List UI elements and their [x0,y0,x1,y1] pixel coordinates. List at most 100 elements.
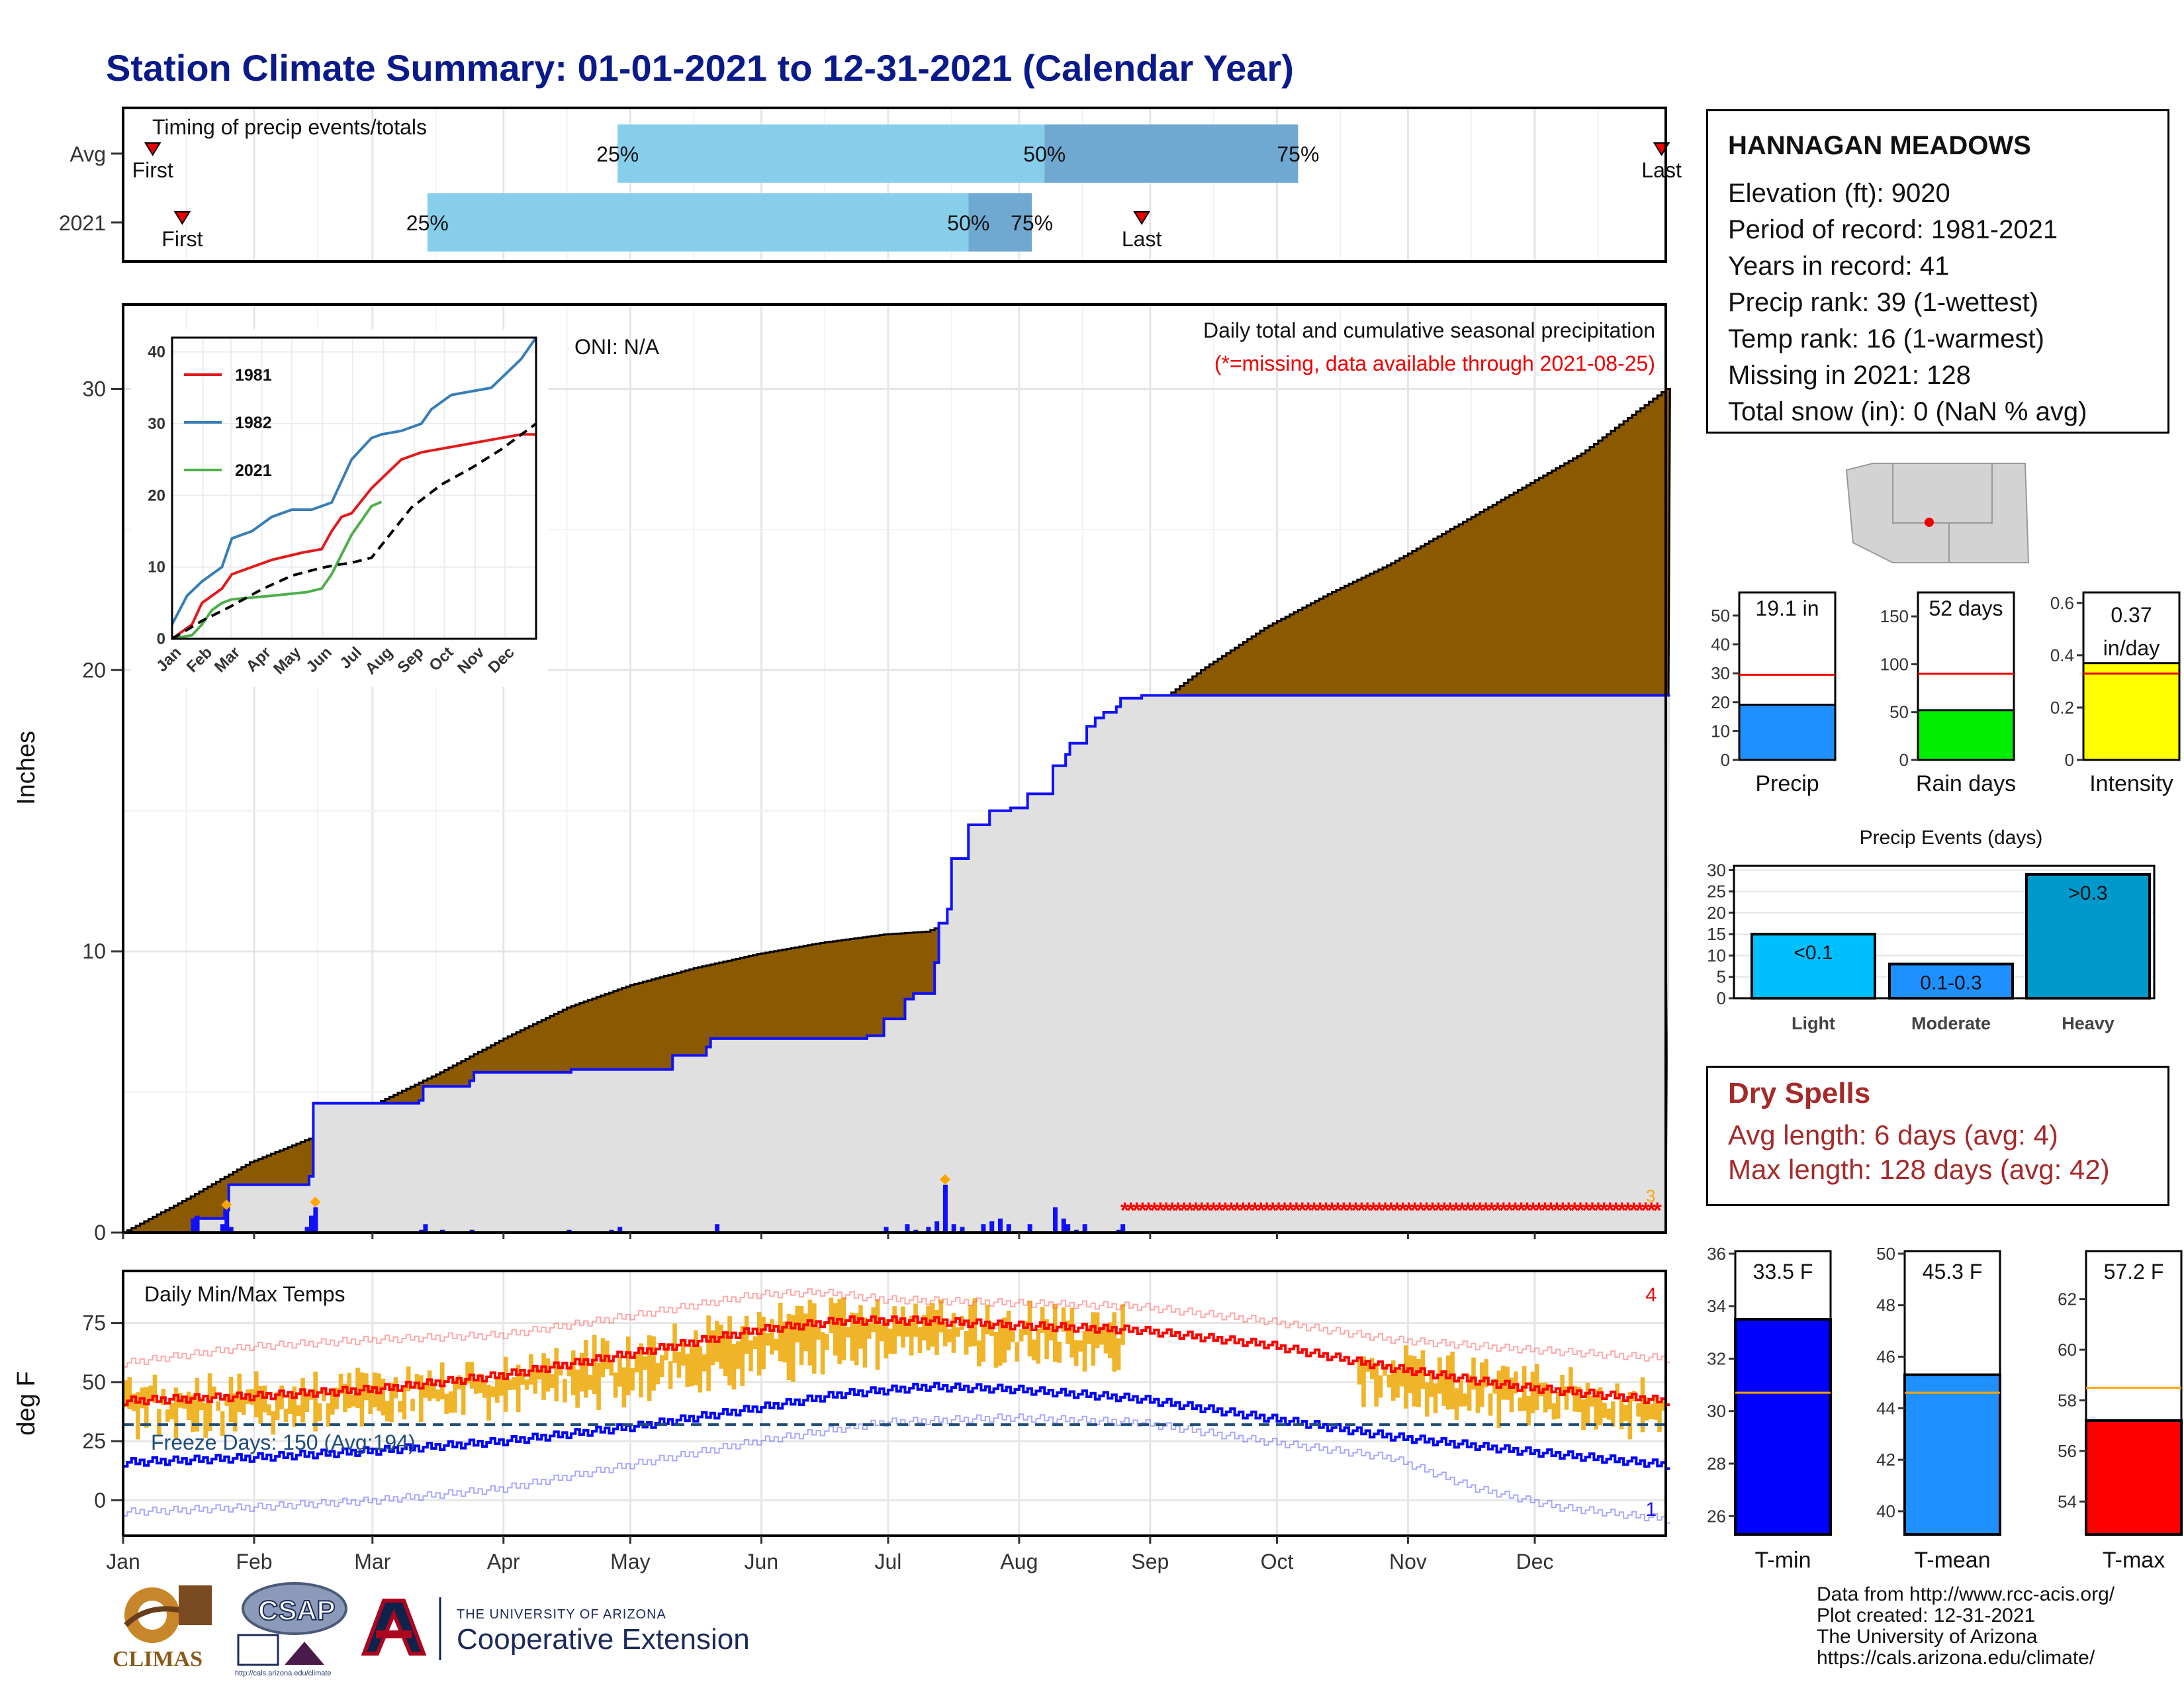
daily-temp-bar [977,1340,981,1367]
station-years: Years in record: 41 [1728,252,1950,281]
inset-ytick-label: 10 [148,559,165,577]
daily-temp-bar [288,1394,293,1415]
daily-temp-bar [165,1409,170,1422]
missing-day-marker: * [1547,1198,1556,1223]
daily-temp-bar [710,1330,715,1366]
missing-day-marker: * [1268,1198,1277,1223]
tsum-ytick-label: 48 [1876,1295,1895,1315]
totals-ytick-label: 0.4 [2050,645,2074,665]
daily-temp-bar [1463,1393,1468,1407]
missing-day-marker: * [1251,1198,1260,1223]
totals-bar-label: Precip [1755,771,1819,796]
precip-events-category: Moderate [1911,1013,1991,1033]
daily-temp-bar [820,1332,825,1375]
month-xtick-label: Dec [1516,1550,1554,1573]
precip-events-ytick-label: 10 [1707,945,1726,965]
csap-logo: CSAP http://cals.arizona.edu/climate [235,1582,347,1677]
daily-temp-bar [1530,1372,1535,1413]
daily-temp-bar [985,1304,990,1335]
timing-label-75: 75% [1011,211,1053,235]
missing-day-marker: * [1529,1198,1538,1223]
timing-label-25: 25% [406,211,449,235]
daily-temp-bar [389,1382,394,1423]
missing-day-marker: * [1304,1198,1313,1223]
daily-temp-bar [1645,1397,1649,1421]
totals-ytick-label: 50 [1711,606,1730,626]
daily-temp-bar [1572,1385,1578,1412]
daily-temp-bar [1416,1359,1421,1407]
missing-day-marker: * [1600,1198,1609,1223]
daily-temp-bar [334,1387,339,1409]
tsum-ytick-label: 46 [1876,1347,1895,1367]
daily-temp-bar [1500,1366,1506,1400]
daily-temp-bar [414,1374,420,1389]
daily-temp-bar [1095,1312,1100,1348]
daily-temp-bar [731,1343,737,1390]
inset-ytick-label: 40 [148,344,165,361]
missing-day-marker: * [1120,1198,1130,1223]
station-missing: Missing in 2021: 128 [1728,361,1971,390]
daily-temp-bar [951,1313,956,1353]
daily-temp-bar [579,1353,584,1392]
daily-temp-bar [799,1305,804,1365]
daily-precip-bar [884,1227,889,1233]
inset-legend-label: 1981 [235,366,272,385]
missing-day-marker: * [1606,1198,1615,1223]
daily-temp-bar [169,1403,174,1420]
daily-temp-bar [807,1299,813,1366]
precip-events-bar-label: >0.3 [2068,882,2107,904]
daily-temp-bar [1019,1329,1024,1342]
missing-day-marker: * [1576,1198,1585,1223]
daily-temp-bar [148,1385,153,1401]
totals-bar [1738,704,1837,761]
tsum-ytick-label: 44 [1876,1398,1895,1418]
daily-temp-bar [1475,1383,1480,1413]
daily-temp-bar [1509,1378,1514,1413]
daily-temp-bar [723,1333,728,1377]
daily-temp-bar [393,1377,398,1399]
daily-temp-bar [609,1362,614,1376]
daily-temp-bar [1653,1397,1658,1420]
daily-temp-bar [1091,1312,1096,1366]
precip-events-ytick-label: 15 [1707,924,1726,944]
daily-temp-bar [993,1332,999,1368]
daily-precip-bar [951,1224,956,1233]
precip-events-bar-label: 0.1-0.3 [1920,972,1981,994]
daily-temp-bar [1547,1385,1552,1410]
daily-temp-bar [419,1375,424,1422]
missing-day-marker: * [1487,1198,1496,1223]
daily-temp-bar [1361,1356,1366,1407]
station-period: Period of record: 1981-2021 [1728,215,2058,244]
footer-university: The University of Arizona [1817,1626,2038,1648]
tmax-record-line [123,1288,1670,1368]
daily-temp-bar [947,1329,952,1342]
daily-temp-bar [1619,1399,1624,1430]
missing-day-marker: * [1582,1198,1591,1223]
footer-data-source: Data from http://www.rcc-acis.org/ [1817,1583,2115,1605]
daily-temp-bar [1408,1355,1413,1393]
temp-record-low-count: 1 [1645,1499,1657,1521]
missing-day-marker: * [1298,1198,1307,1223]
daily-precip-bar [308,1215,314,1233]
daily-precip-bar [989,1221,995,1233]
daily-temp-bar [503,1356,508,1412]
daily-temp-bar [1543,1382,1548,1413]
daily-temp-bar [1636,1403,1641,1417]
daily-temp-bar [884,1319,889,1359]
missing-day-marker: * [1469,1198,1479,1223]
timing-bar-50-75 [1044,124,1298,183]
month-xtick-label: May [610,1550,650,1573]
daily-temp-bar [410,1399,415,1411]
daily-temp-bar [1661,1398,1666,1411]
tmax-normal-line [123,1315,1670,1407]
tsum-ytick-label: 36 [1707,1244,1726,1264]
missing-day-marker: * [1245,1198,1254,1223]
tsum-ytick-label: 60 [2058,1340,2077,1360]
oni-label: ONI: N/A [574,335,660,359]
daily-temp-bar [1365,1362,1371,1372]
precip-events-ytick-label: 0 [1717,988,1726,1008]
daily-temp-bar [1412,1356,1417,1407]
daily-temp-bar [283,1409,289,1423]
daily-temp-bar [275,1392,280,1421]
